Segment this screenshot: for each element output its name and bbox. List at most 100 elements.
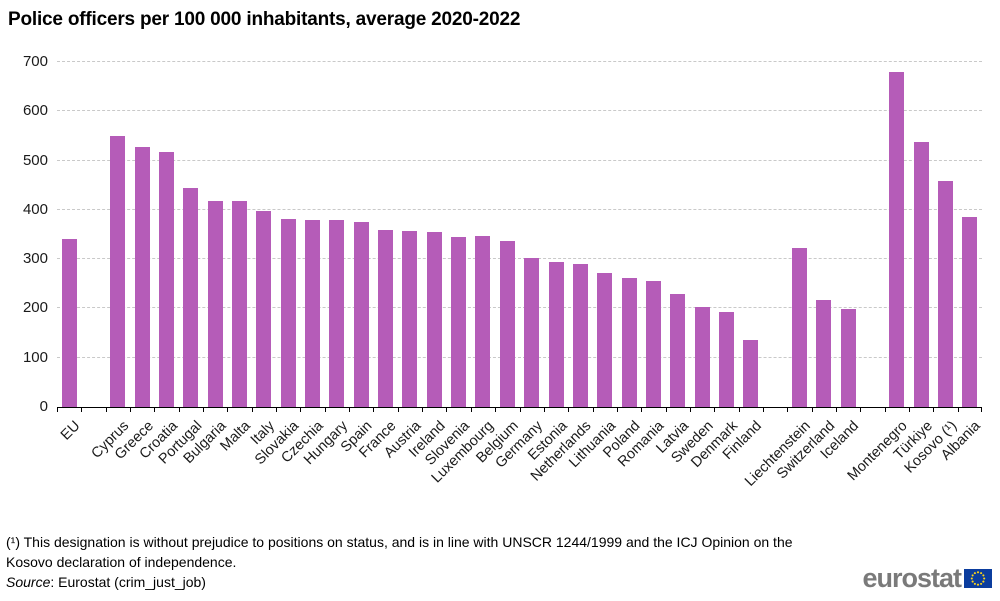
x-axis-tick xyxy=(105,407,107,412)
bar xyxy=(280,219,296,407)
x-axis-tick xyxy=(908,407,910,412)
x-axis-tick xyxy=(227,407,229,412)
y-axis-tick-label: 300 xyxy=(22,250,48,268)
plot-area xyxy=(57,61,982,412)
x-axis-tick xyxy=(835,407,837,412)
bar xyxy=(743,340,759,407)
gridline-200 xyxy=(57,307,982,309)
x-axis-tick xyxy=(397,407,399,412)
x-axis-tick xyxy=(495,407,497,412)
bar xyxy=(962,217,978,407)
gridline-600 xyxy=(57,110,982,112)
x-axis-tick xyxy=(665,407,667,412)
bar xyxy=(597,272,613,407)
x-axis-tick xyxy=(154,407,156,412)
bar xyxy=(816,299,832,407)
x-axis-tick xyxy=(373,407,375,412)
bar xyxy=(475,236,491,407)
source-label: Source xyxy=(6,574,51,590)
x-axis-tick xyxy=(860,407,862,412)
bar xyxy=(110,136,126,407)
eurostat-logo-text: eurostat xyxy=(862,563,962,593)
bar xyxy=(645,281,661,407)
gridline-700 xyxy=(57,61,982,62)
x-axis-tick xyxy=(470,407,472,412)
bar xyxy=(694,306,710,407)
x-axis-tick xyxy=(689,407,691,412)
bar xyxy=(524,258,540,407)
bar xyxy=(572,264,588,407)
bar xyxy=(840,308,856,407)
bar xyxy=(329,220,345,407)
eurostat-logo: eurostat xyxy=(862,563,992,594)
x-axis-category-label: EU xyxy=(57,418,84,444)
bar xyxy=(402,231,418,407)
bar xyxy=(353,222,369,407)
bar xyxy=(134,147,150,407)
x-axis-tick xyxy=(81,407,83,412)
x-axis-tick xyxy=(300,407,302,412)
bar xyxy=(499,241,515,407)
x-axis-tick xyxy=(276,407,278,412)
x-axis-tick xyxy=(203,407,205,412)
bar xyxy=(889,71,905,407)
bar xyxy=(937,180,953,407)
chart-title: Police officers per 100 000 inhabitants,… xyxy=(8,9,521,30)
y-axis-tick-label: 500 xyxy=(22,151,48,169)
gridline-300 xyxy=(57,258,982,260)
y-axis-tick-label: 200 xyxy=(22,299,48,317)
x-axis-tick xyxy=(519,407,521,412)
bar xyxy=(451,236,467,407)
x-axis-tick xyxy=(251,407,253,412)
x-axis-tick xyxy=(130,407,132,412)
x-axis-labels: EU Cyprus Greece Croatia Portugal Bulgaria Mal… xyxy=(57,413,984,528)
x-axis-tick xyxy=(787,407,789,412)
source-line: Source: Eurostat (crim_just_job) xyxy=(6,574,206,590)
bar xyxy=(159,152,175,407)
x-axis-tick xyxy=(446,407,448,412)
x-axis-tick xyxy=(543,407,545,412)
bar xyxy=(378,230,394,407)
x-axis-tick xyxy=(714,407,716,412)
x-axis-tick xyxy=(957,407,959,412)
source-text: : Eurostat (crim_just_job) xyxy=(50,574,206,590)
y-axis-tick-label: 400 xyxy=(22,200,48,218)
y-axis-tick-label: 700 xyxy=(22,53,48,70)
x-axis-tick xyxy=(981,407,982,412)
bar xyxy=(183,188,199,407)
x-axis-tick xyxy=(324,407,326,412)
bar xyxy=(232,201,248,407)
y-axis-tick-label: 0 xyxy=(39,398,48,415)
gridline-500 xyxy=(57,159,982,161)
y-axis-tick-label: 100 xyxy=(22,348,48,366)
x-axis-tick xyxy=(884,407,886,412)
eu-flag-icon xyxy=(964,569,992,588)
x-axis-tick xyxy=(568,407,570,412)
bar xyxy=(305,220,321,407)
bar xyxy=(670,294,686,407)
bar xyxy=(913,142,929,407)
bar xyxy=(621,277,637,407)
x-axis-tick xyxy=(178,407,180,412)
x-axis-tick xyxy=(641,407,643,412)
bar xyxy=(426,232,442,407)
x-axis-tick xyxy=(616,407,618,412)
x-axis-tick xyxy=(738,407,740,412)
bar xyxy=(791,248,807,407)
y-axis-tick-label: 600 xyxy=(22,102,48,120)
y-axis: 0 100 200 300 400 500 600 700 xyxy=(0,53,48,415)
bar xyxy=(61,239,77,407)
x-axis-tick xyxy=(349,407,351,412)
bar xyxy=(256,211,272,407)
x-axis-tick xyxy=(57,407,58,412)
bar xyxy=(207,200,223,407)
gridline-400 xyxy=(57,208,982,210)
x-axis-tick xyxy=(422,407,424,412)
gridline-100 xyxy=(57,356,982,358)
kosovo-footnote: (¹) This designation is without prejudic… xyxy=(6,534,793,570)
x-axis-tick xyxy=(811,407,813,412)
bar xyxy=(548,262,564,407)
x-axis-tick xyxy=(592,407,594,412)
bar xyxy=(718,312,734,407)
x-axis-tick xyxy=(933,407,935,412)
